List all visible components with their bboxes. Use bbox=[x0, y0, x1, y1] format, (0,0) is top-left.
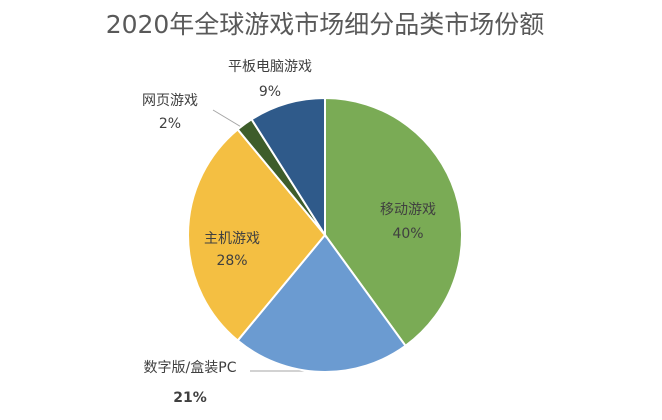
slice-label: 主机游戏 bbox=[204, 231, 260, 247]
pie-slice bbox=[236, 233, 407, 373]
slice-label: 移动游戏 bbox=[380, 202, 436, 218]
slice-label: 数字版/盒装PC bbox=[144, 359, 237, 376]
slice-value-label: 2% bbox=[159, 116, 181, 132]
slice-label: 网页游戏 bbox=[142, 93, 198, 109]
chart-title: 2020年全球游戏市场细分品类市场份额 bbox=[106, 10, 545, 39]
slice-label: 平板电脑游戏 bbox=[228, 59, 312, 75]
slice-value-label: 40% bbox=[392, 226, 423, 242]
slice-value-label: 21% bbox=[173, 390, 207, 406]
pie-slice bbox=[250, 96, 326, 239]
slice-value-label: 28% bbox=[216, 253, 247, 269]
pie-slice bbox=[324, 96, 463, 348]
slice-value-label: 9% bbox=[259, 84, 281, 100]
pie-slice bbox=[187, 128, 327, 342]
leader-line bbox=[212, 109, 244, 129]
